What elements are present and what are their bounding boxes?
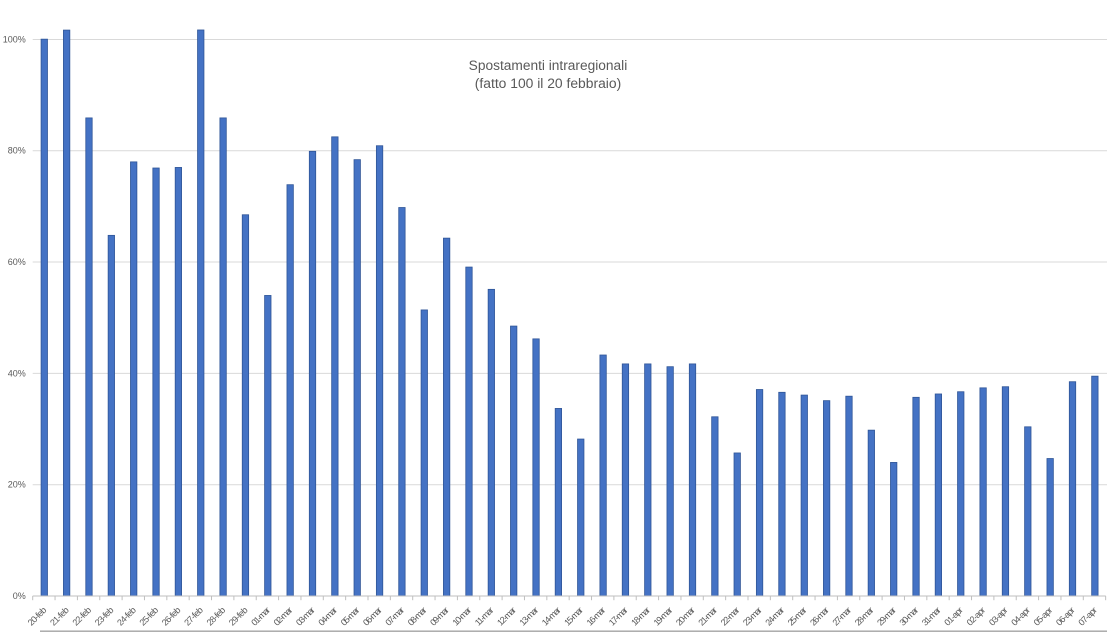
- svg-text:20%: 20%: [8, 480, 26, 490]
- svg-text:80%: 80%: [8, 146, 26, 156]
- svg-text:40%: 40%: [8, 368, 26, 378]
- svg-text:60%: 60%: [8, 257, 26, 267]
- svg-text:(fatto 100 il 20 febbraio): (fatto 100 il 20 febbraio): [475, 76, 621, 91]
- svg-text:Spostamenti intraregionali: Spostamenti intraregionali: [469, 58, 628, 73]
- svg-text:0%: 0%: [13, 591, 26, 601]
- svg-text:100%: 100%: [3, 34, 26, 44]
